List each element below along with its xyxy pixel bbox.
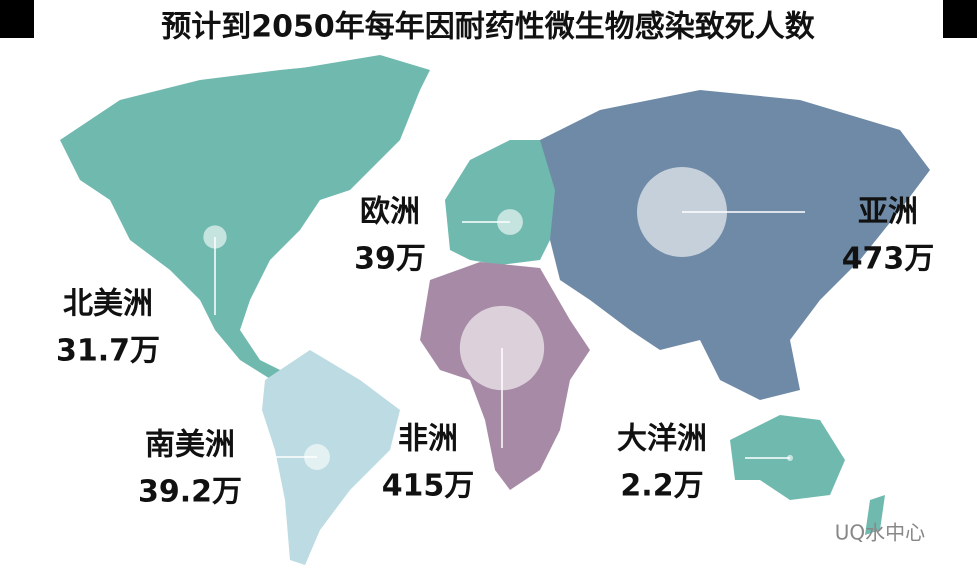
region-name: 欧洲 [360,195,420,230]
asia [540,90,930,400]
region-name: 大洋洲 [617,422,707,457]
south-america [262,350,400,565]
bubble [497,209,523,235]
region-value: 39万 [354,242,426,277]
region-value: 415万 [382,469,475,504]
region-value: 473万 [842,242,935,277]
new-zealand [865,495,885,535]
region-value: 39.2万 [138,475,242,510]
region-name: 亚洲 [858,195,918,230]
bubble [786,454,794,462]
bubble [636,166,728,258]
corner-block [943,0,977,38]
region-name: 非洲 [398,422,458,457]
region-value: 31.7万 [56,334,160,369]
greenland [290,55,430,150]
watermark: UQ水中心 [835,521,925,545]
title: 预计到2050年每年因耐药性微生物感染致死人数 [161,10,815,45]
region-name: 南美洲 [145,428,235,463]
bubble [203,225,227,249]
region-name: 北美洲 [63,287,153,322]
bubble [459,305,545,391]
region-value: 2.2万 [620,469,703,504]
corner-block [0,0,34,38]
bubble [304,444,330,470]
europe [445,140,560,265]
north-america [60,60,420,385]
